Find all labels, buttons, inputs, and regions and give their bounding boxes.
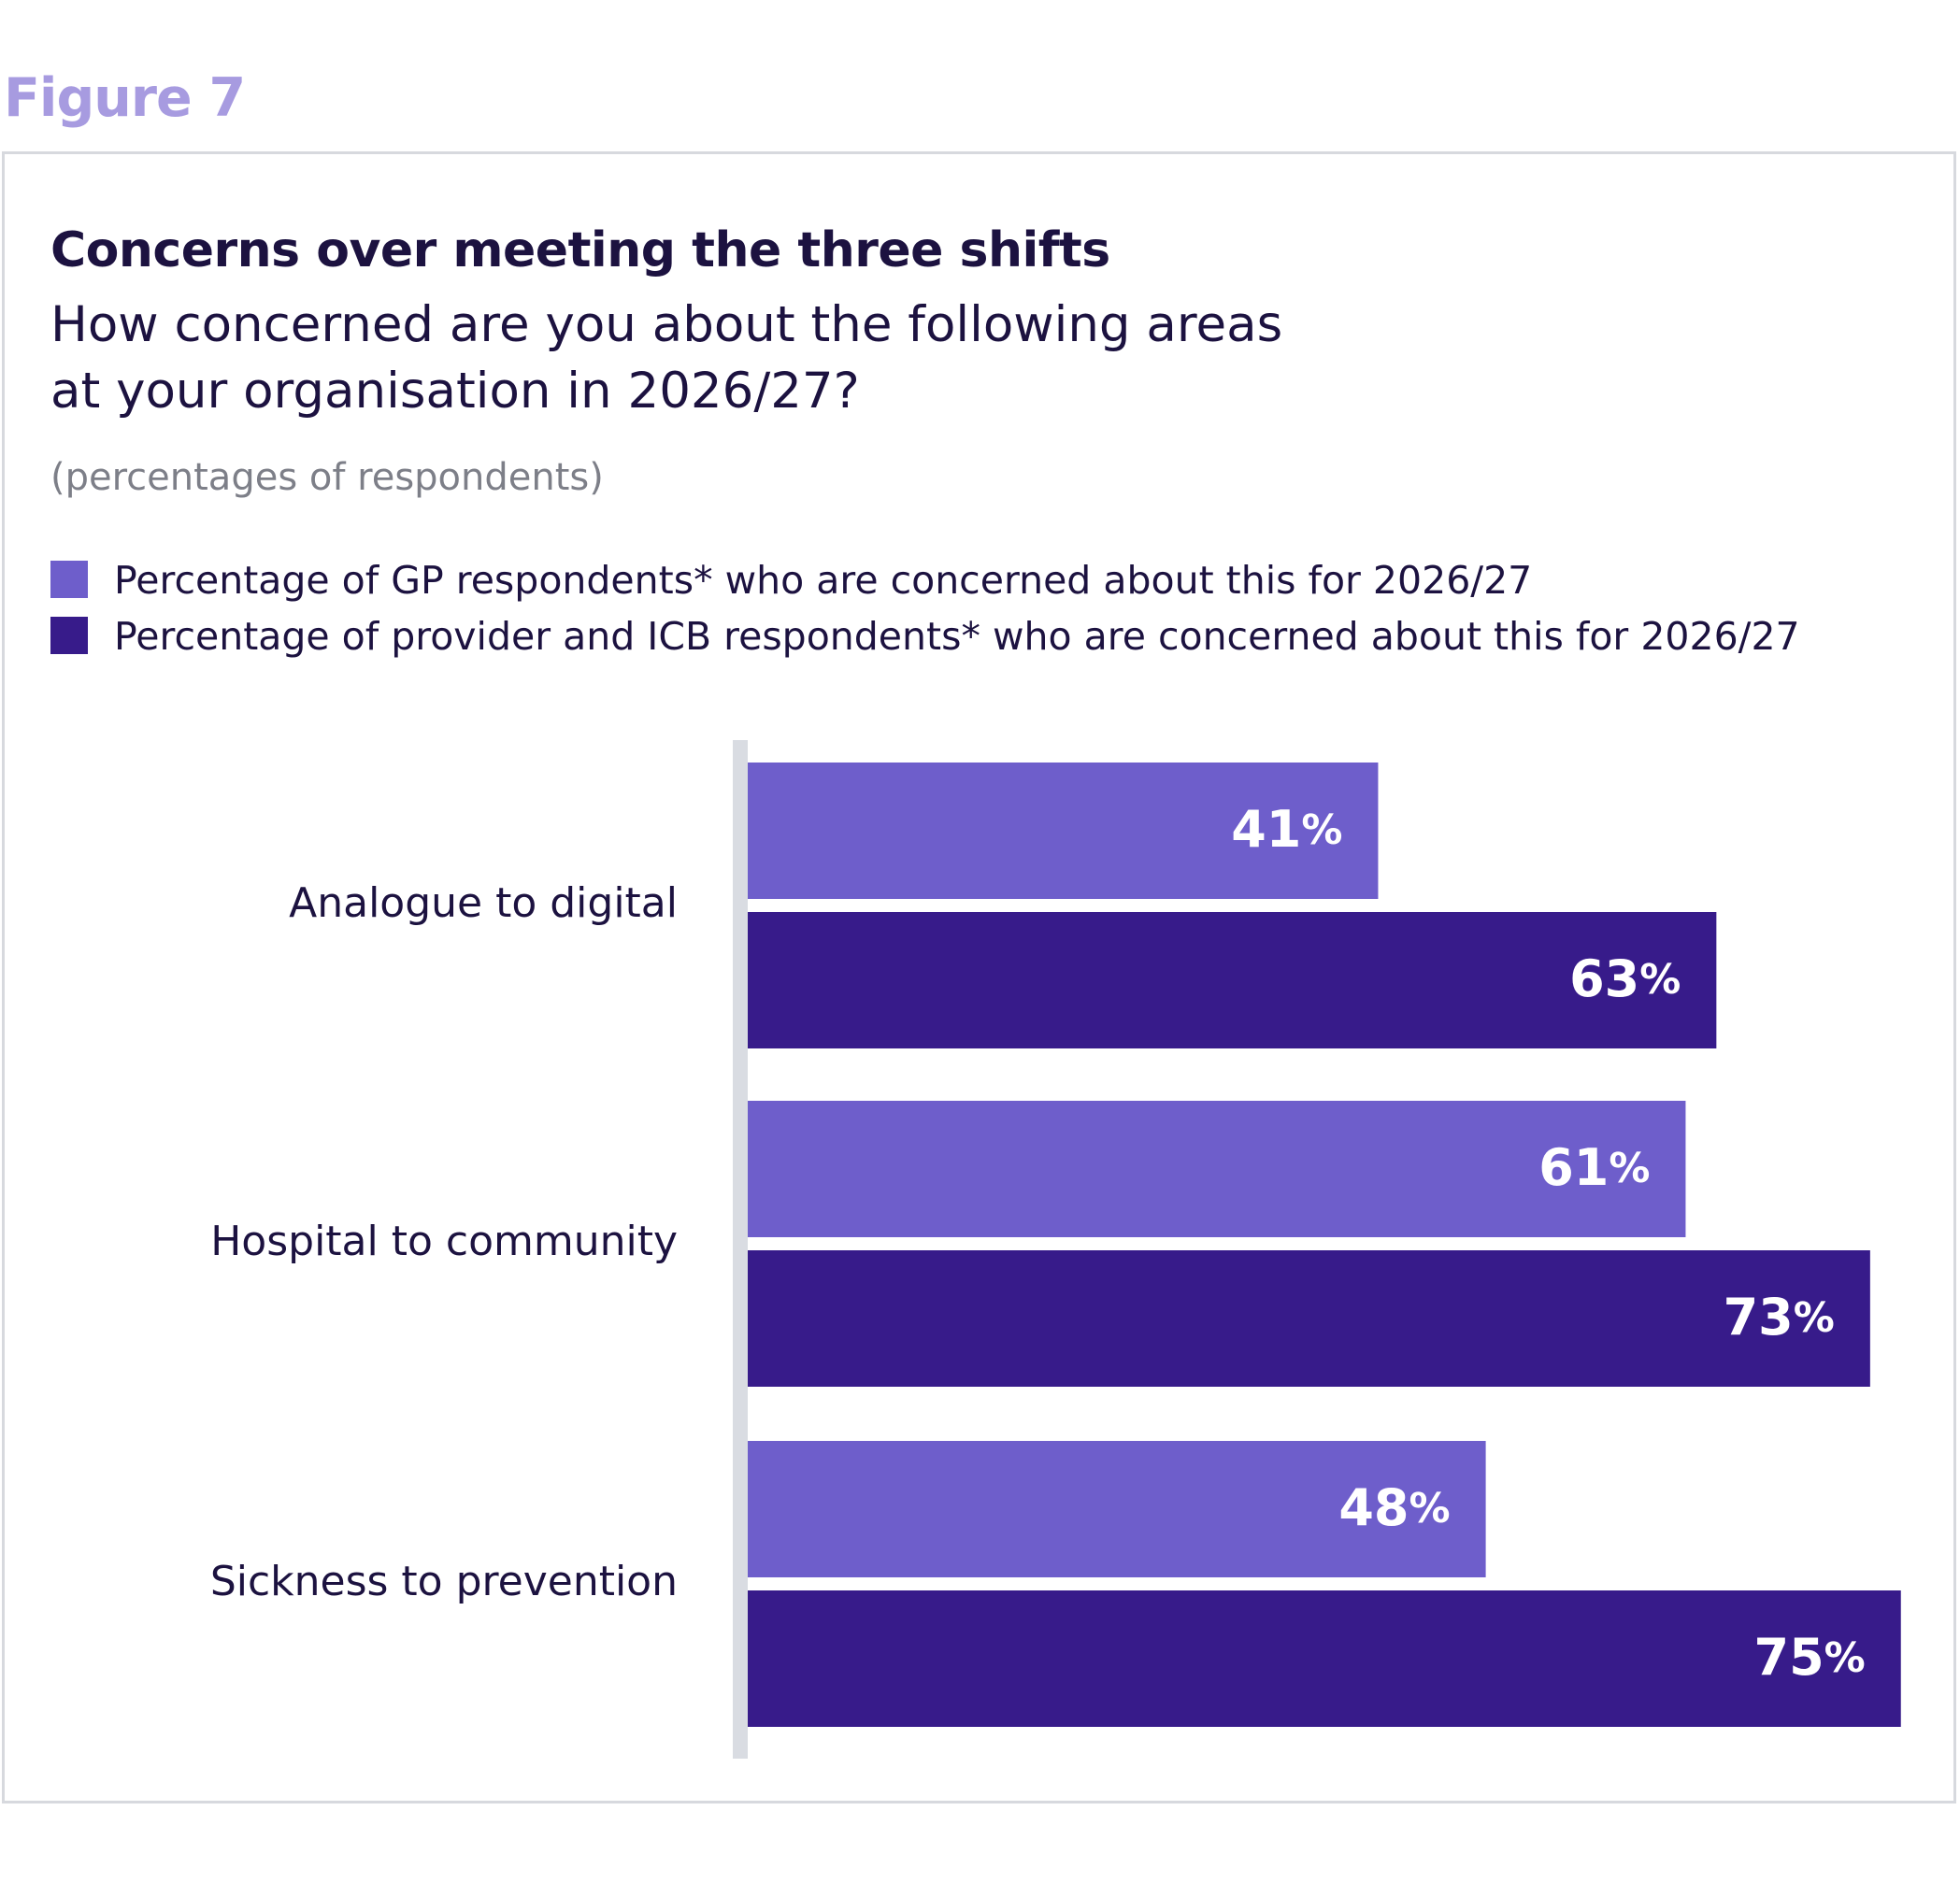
chart-subtitle: How concerned are you about the followin…: [50, 292, 1452, 424]
category-label-analogue-to-digital: Analogue to digital: [289, 879, 678, 927]
value-label-hospital-to-community-gp: 61%: [1538, 1138, 1650, 1197]
value-label-analogue-to-digital-provider-icb: 63%: [1569, 949, 1681, 1008]
bar-hospital-to-community-provider-icb: [748, 1250, 1870, 1387]
chart-subtitle-line-2: at your organisation in 2026/27?: [50, 363, 860, 420]
value-label-hospital-to-community-provider-icb: 73%: [1724, 1288, 1835, 1347]
bar-analogue-to-digital-provider-icb: [748, 912, 1717, 1048]
value-label-sickness-to-prevention-gp: 48%: [1338, 1478, 1450, 1537]
chart-frame: [2, 151, 1956, 1803]
figure-label: Figure 7: [4, 67, 246, 129]
chart-note: (percentages of respondents): [50, 456, 604, 499]
chart-title: Concerns over meeting the three shifts: [50, 222, 1110, 278]
legend-swatch-provider-icb: [50, 617, 88, 654]
legend-swatch-gp: [50, 561, 88, 598]
y-axis-line: [733, 740, 748, 1759]
bar-analogue-to-digital-gp: [748, 763, 1379, 899]
category-label-hospital-to-community: Hospital to community: [210, 1218, 678, 1265]
bar-sickness-to-prevention-provider-icb: [748, 1590, 1901, 1727]
value-label-analogue-to-digital-gp: 41%: [1231, 800, 1342, 859]
legend-label-provider-icb: Percentage of provider and ICB responden…: [114, 614, 1800, 659]
chart-subtitle-line-1: How concerned are you about the followin…: [50, 296, 1283, 353]
legend-label-gp: Percentage of GP respondents* who are co…: [114, 558, 1533, 603]
bar-hospital-to-community-gp: [748, 1101, 1686, 1237]
category-label-sickness-to-prevention: Sickness to prevention: [210, 1558, 678, 1605]
bar-sickness-to-prevention-gp: [748, 1441, 1486, 1577]
value-label-sickness-to-prevention-provider-icb: 75%: [1754, 1628, 1866, 1687]
